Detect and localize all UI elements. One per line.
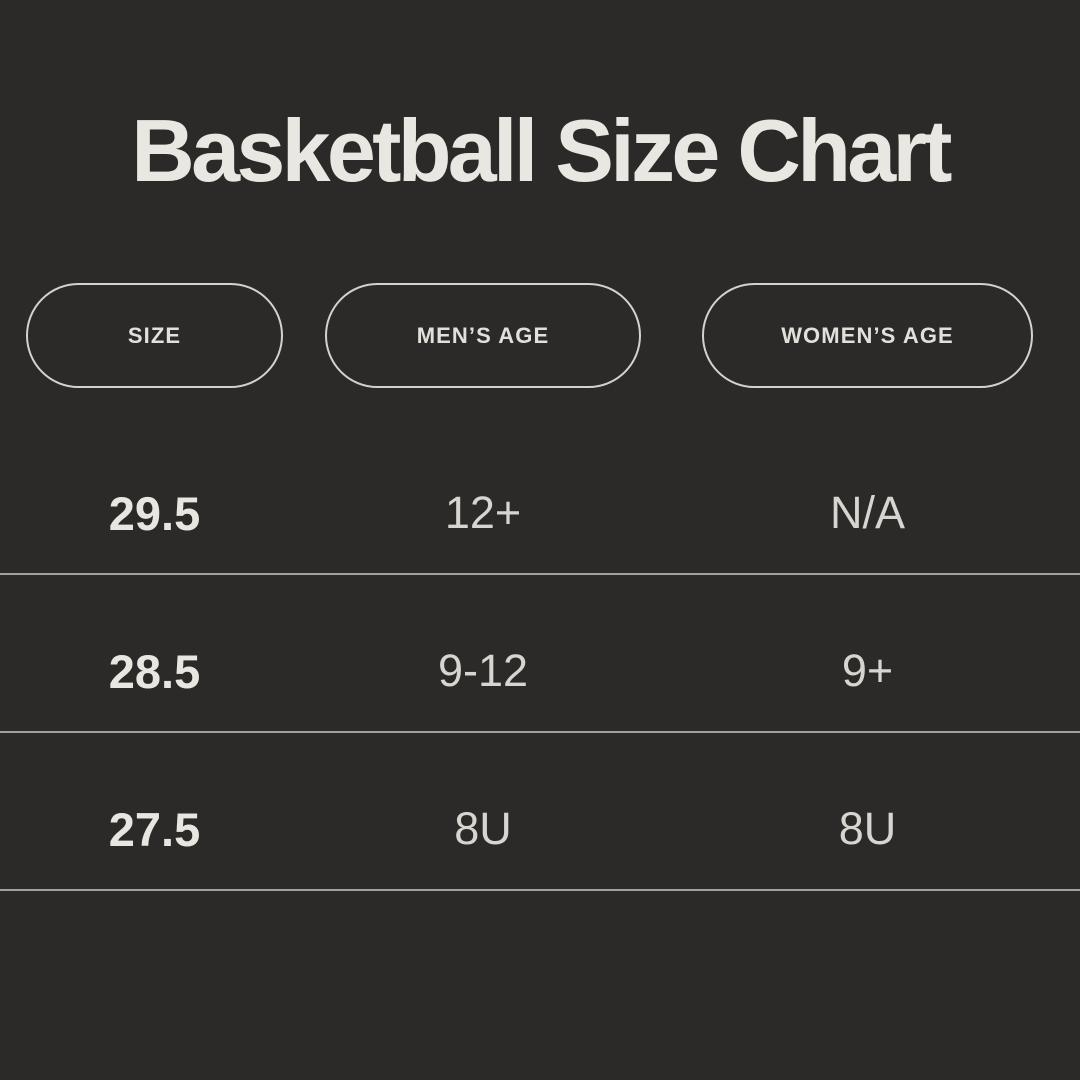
cell-mens-age: 12+	[444, 487, 522, 538]
cell-womens-age: 8U	[838, 803, 897, 854]
column-pill-womens-age: WOMEN’S AGE	[702, 283, 1033, 388]
cell-womens-age: 9+	[841, 645, 894, 696]
column-header-row: SIZE MEN’S AGE WOMEN’S AGE	[0, 283, 1080, 388]
column-pill-mens-age: MEN’S AGE	[325, 283, 641, 388]
cell-size: 27.5	[108, 802, 201, 856]
cell-mens-age: 8U	[454, 803, 512, 854]
table-row: 28.5 9-12 9+	[0, 575, 1080, 733]
column-label-mens-age: MEN’S AGE	[416, 322, 550, 348]
size-chart-table: 29.5 12+ N/A 28.5 9-12 9+ 27.5 8U 8U	[0, 417, 1080, 891]
column-pill-size: SIZE	[26, 283, 283, 388]
cell-size: 29.5	[108, 486, 201, 540]
table-row: 27.5 8U 8U	[0, 733, 1080, 891]
page-title: Basketball Size Chart	[131, 101, 952, 200]
cell-mens-age: 9-12	[437, 645, 529, 696]
table-row: 29.5 12+ N/A	[0, 417, 1080, 575]
column-label-womens-age: WOMEN’S AGE	[781, 322, 954, 348]
column-label-size: SIZE	[127, 322, 182, 348]
cell-size: 28.5	[108, 644, 201, 698]
cell-womens-age: N/A	[829, 487, 905, 538]
